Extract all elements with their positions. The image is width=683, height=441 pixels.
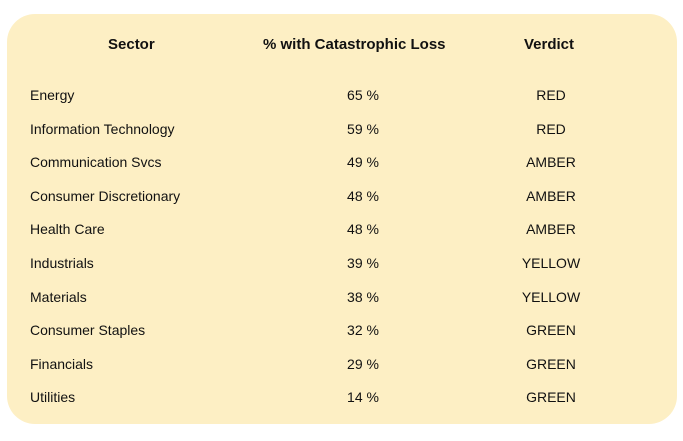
table-header: Sector % with Catastrophic Loss Verdict: [7, 36, 677, 56]
cell-catastrophic-loss: 29 %: [347, 355, 379, 372]
cell-catastrophic-loss: 48 %: [347, 187, 379, 204]
header-catastrophic-loss: % with Catastrophic Loss: [263, 36, 446, 53]
cell-sector: Communication Svcs: [30, 154, 162, 171]
table-row: Information Technology 59 % RED: [7, 121, 677, 155]
cell-catastrophic-loss: 32 %: [347, 322, 379, 339]
cell-sector: Financials: [30, 355, 94, 372]
table-row: Utilities 14 % GREEN: [7, 389, 677, 423]
cell-verdict: YELLOW: [521, 254, 581, 271]
cell-catastrophic-loss: 49 %: [347, 154, 379, 171]
cell-catastrophic-loss: 48 %: [347, 221, 379, 238]
cell-verdict: AMBER: [526, 221, 576, 238]
cell-catastrophic-loss: 65 %: [347, 87, 379, 103]
table-row: Communication Svcs 49 % AMBER: [7, 154, 677, 188]
cell-verdict: RED: [536, 120, 566, 137]
cell-catastrophic-loss: 59 %: [347, 120, 379, 137]
table-row: Industrials 39 % YELLOW: [7, 255, 677, 289]
table-row: Materials 38 % YELLOW: [7, 289, 677, 323]
cell-sector: Consumer Staples: [30, 322, 146, 339]
table-body: Energy 65 % RED Information Technology 5…: [7, 87, 677, 423]
cell-catastrophic-loss: 38 %: [347, 288, 379, 305]
table-row: Consumer Staples 32 % GREEN: [7, 322, 677, 356]
cell-verdict: GREEN: [526, 322, 576, 339]
cell-sector: Industrials: [30, 254, 94, 271]
cell-verdict: AMBER: [526, 187, 576, 204]
cell-sector: Energy: [30, 87, 75, 103]
cell-verdict: YELLOW: [521, 288, 581, 305]
header-verdict: Verdict: [524, 36, 575, 53]
cell-catastrophic-loss: 39 %: [347, 254, 379, 271]
table-row: Financials 29 % GREEN: [7, 356, 677, 390]
table-row: Energy 65 % RED: [7, 87, 677, 121]
cell-sector: Health Care: [30, 221, 105, 238]
cell-verdict: GREEN: [526, 389, 576, 406]
table-row: Health Care 48 % AMBER: [7, 221, 677, 255]
cell-sector: Utilities: [30, 389, 76, 406]
cell-catastrophic-loss: 14 %: [347, 389, 379, 406]
sector-table-card: Sector % with Catastrophic Loss Verdict …: [7, 14, 677, 424]
cell-sector: Consumer Discretionary: [30, 187, 181, 204]
cell-sector: Materials: [30, 288, 87, 305]
cell-verdict: GREEN: [526, 355, 576, 372]
header-sector: Sector: [108, 36, 155, 53]
cell-verdict: AMBER: [526, 154, 576, 171]
cell-verdict: RED: [536, 87, 566, 103]
table-row: Consumer Discretionary 48 % AMBER: [7, 188, 677, 222]
cell-sector: Information Technology: [30, 120, 175, 137]
